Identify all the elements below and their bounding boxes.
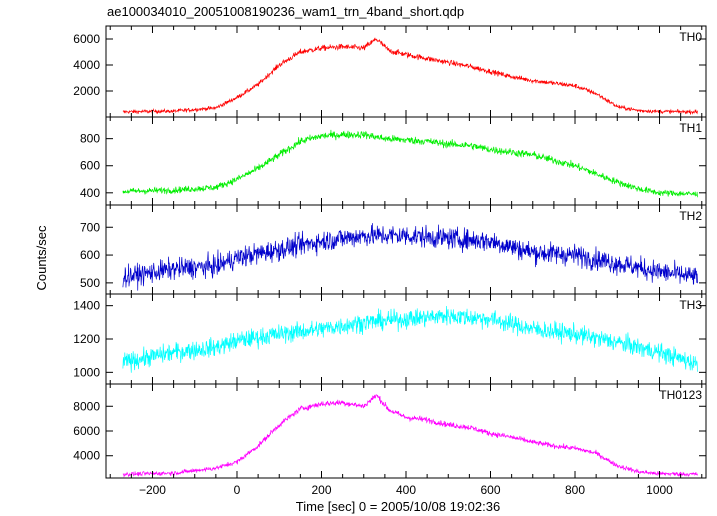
y-tick-label: 2000 [73,84,100,98]
x-tick-label: −200 [139,483,166,497]
y-tick-label: 700 [80,220,100,234]
y-tick-label: 8000 [73,399,100,413]
y-tick-label: 4000 [73,449,100,463]
series-line-th1 [122,129,698,198]
y-tick-label: 500 [80,276,100,290]
series-label-th0: TH0 [679,30,702,44]
panel-frame [105,293,707,385]
series-line-th0 [122,37,698,116]
series-label-th2: TH2 [679,209,702,223]
y-tick-label: 1200 [73,332,100,346]
series-line-th0123 [122,394,698,478]
y-tick-label: 600 [80,159,100,173]
series-label-th3: TH3 [679,298,702,312]
y-tick-label: 400 [80,186,100,200]
y-tick-label: 6000 [73,424,100,438]
panel-th3: 1000 1200 1400 TH3 [73,293,707,385]
y-axis-label: Counts/sec [34,225,49,291]
y-tick-label: 600 [80,248,100,262]
y-tick-label: 800 [80,132,100,146]
x-tick-label: 200 [311,483,331,497]
panel-frame [105,116,707,206]
series-label-th1: TH1 [679,121,702,135]
y-tick-label: 4000 [73,58,100,72]
series-line-th3 [122,306,698,373]
y-tick-label: 1000 [73,365,100,379]
y-tick-label: 6000 [73,32,100,46]
panel-th1: 400 600 800 TH1 [80,116,707,206]
panel-th0: 2000 4000 6000 TH0 [73,25,707,118]
x-tick-label: 0 [234,483,241,497]
panel-frame [105,383,707,479]
x-tick-label: 800 [565,483,585,497]
x-axis-label: Time [sec] 0 = 2005/10/08 19:02:36 [296,499,500,514]
panel-th0123: 4000 6000 8000 TH0123 [73,383,707,479]
x-tick-label: 400 [396,483,416,497]
series-line-th2 [122,223,698,291]
chart-title: ae100034010_20051008190236_wam1_trn_4ban… [107,4,464,19]
x-tick-label: 600 [480,483,500,497]
panel-th2: 500 600 700 TH2 [80,204,707,295]
series-label-th0123: TH0123 [659,388,702,402]
panel-frame [105,204,707,295]
y-tick-label: 1400 [73,299,100,313]
panel-frame [105,25,707,118]
x-tick-label: 1000 [646,483,673,497]
